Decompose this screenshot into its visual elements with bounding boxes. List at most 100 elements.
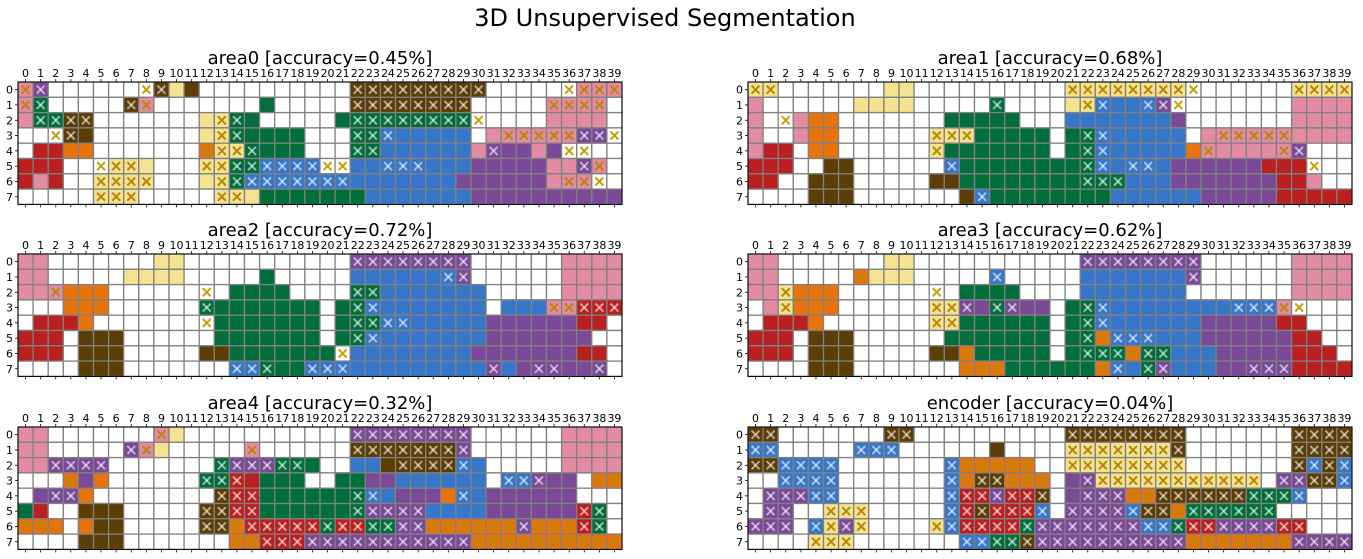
mismatch-mark (992, 491, 1002, 501)
x-tick-label: 29 (456, 239, 470, 252)
mismatch-mark (217, 491, 227, 501)
mismatch-mark (368, 318, 378, 328)
heatmap-cell (1245, 253, 1263, 270)
mismatch-mark (1294, 460, 1304, 470)
heatmap-cell (138, 360, 155, 378)
heatmap-cell (1049, 173, 1066, 190)
heatmap-cell (485, 299, 502, 316)
heatmap-cell (545, 345, 563, 362)
heatmap-cell (545, 188, 563, 206)
heatmap-cell (168, 173, 185, 190)
mismatch-mark (781, 287, 791, 297)
heatmap-cell (913, 96, 930, 114)
mismatch-mark (579, 100, 589, 110)
x-tick-label: 27 (426, 239, 440, 252)
heatmap-cell (123, 360, 140, 378)
mismatch-mark (579, 146, 589, 156)
heatmap-cell (92, 533, 110, 551)
heatmap-cell (153, 502, 170, 520)
heatmap-cell (898, 111, 915, 129)
heatmap-cell (62, 426, 80, 443)
heatmap-cell (958, 157, 976, 175)
heatmap-cell (807, 81, 825, 98)
heatmap-cell (958, 188, 976, 206)
mismatch-mark (579, 521, 589, 532)
mismatch-mark (1143, 333, 1153, 343)
mismatch-mark (1309, 537, 1319, 547)
heatmap-cell (1336, 487, 1353, 505)
mismatch-mark (1143, 429, 1153, 440)
heatmap-cell (32, 299, 49, 316)
x-tick-label: 5 (98, 239, 105, 252)
heatmap-cell (1139, 111, 1157, 129)
x-tick-label: 14 (230, 67, 244, 80)
heatmap-cell (107, 111, 125, 129)
heatmap-cell (425, 173, 442, 190)
mismatch-mark (398, 161, 408, 171)
heatmap-cell (394, 142, 412, 160)
mismatch-mark (247, 161, 257, 171)
mismatch-mark (1203, 506, 1214, 516)
heatmap-cell (898, 518, 915, 535)
mismatch-mark (811, 521, 821, 532)
heatmap-cell (258, 142, 276, 160)
heatmap-cell (928, 345, 945, 362)
heatmap-cell (243, 188, 261, 206)
y-tick-label: 4 (6, 490, 13, 503)
heatmap-cell (530, 299, 548, 316)
mismatch-mark (428, 115, 438, 125)
heatmap-cell (1034, 127, 1051, 144)
heatmap-cell (138, 157, 155, 175)
heatmap-cell (107, 314, 125, 332)
x-tick-label: 32 (502, 412, 516, 425)
heatmap-cell (198, 188, 215, 206)
x-tick-label: 37 (1307, 67, 1321, 80)
mismatch-mark (1339, 84, 1350, 95)
mismatch-mark (1113, 491, 1123, 501)
heatmap-cell (17, 533, 34, 551)
heatmap-cell (1155, 111, 1172, 129)
mismatch-mark (232, 491, 242, 501)
heatmap-cell (1049, 456, 1066, 474)
x-tick-label: 0 (22, 239, 29, 252)
heatmap-cell (853, 142, 870, 160)
heatmap-cell (1230, 96, 1247, 114)
heatmap-cell (1275, 188, 1293, 206)
mismatch-mark (1264, 130, 1274, 141)
mismatch-mark (443, 256, 454, 267)
heatmap-cell (777, 81, 794, 98)
mismatch-mark (962, 537, 972, 547)
heatmap-cell (32, 360, 49, 378)
mismatch-mark (141, 176, 152, 187)
heatmap-cell (883, 472, 900, 489)
x-tick-label: 25 (1126, 412, 1140, 425)
heatmap-cell (1290, 96, 1308, 114)
heatmap-cell (470, 188, 487, 206)
heatmap-cell (1290, 329, 1308, 347)
heatmap-cell (576, 283, 593, 301)
heatmap-frame (747, 253, 1353, 377)
mismatch-mark (564, 537, 574, 547)
heatmap-cell (485, 345, 502, 362)
heatmap-cell (1124, 360, 1142, 378)
mismatch-mark (413, 460, 423, 470)
heatmap-cell (1290, 157, 1308, 175)
heatmap-cell (1321, 127, 1338, 144)
mismatch-mark (443, 272, 454, 282)
heatmap-cell (1260, 441, 1278, 459)
heatmap-cell (913, 268, 930, 286)
mismatch-mark (564, 176, 574, 187)
heatmap-cell (530, 426, 548, 443)
heatmap-cell (77, 299, 95, 316)
mismatch-mark (1007, 475, 1017, 486)
heatmap-cell (868, 329, 885, 347)
mismatch-mark (458, 521, 469, 532)
mismatch-mark (594, 364, 605, 374)
heatmap-cell (1306, 283, 1323, 301)
mismatch-mark (337, 521, 348, 532)
heatmap-cell (853, 157, 870, 175)
heatmap-cell (32, 314, 49, 332)
heatmap-cell (440, 173, 457, 190)
heatmap-cell (349, 173, 366, 190)
heatmap-cell (1185, 456, 1202, 474)
